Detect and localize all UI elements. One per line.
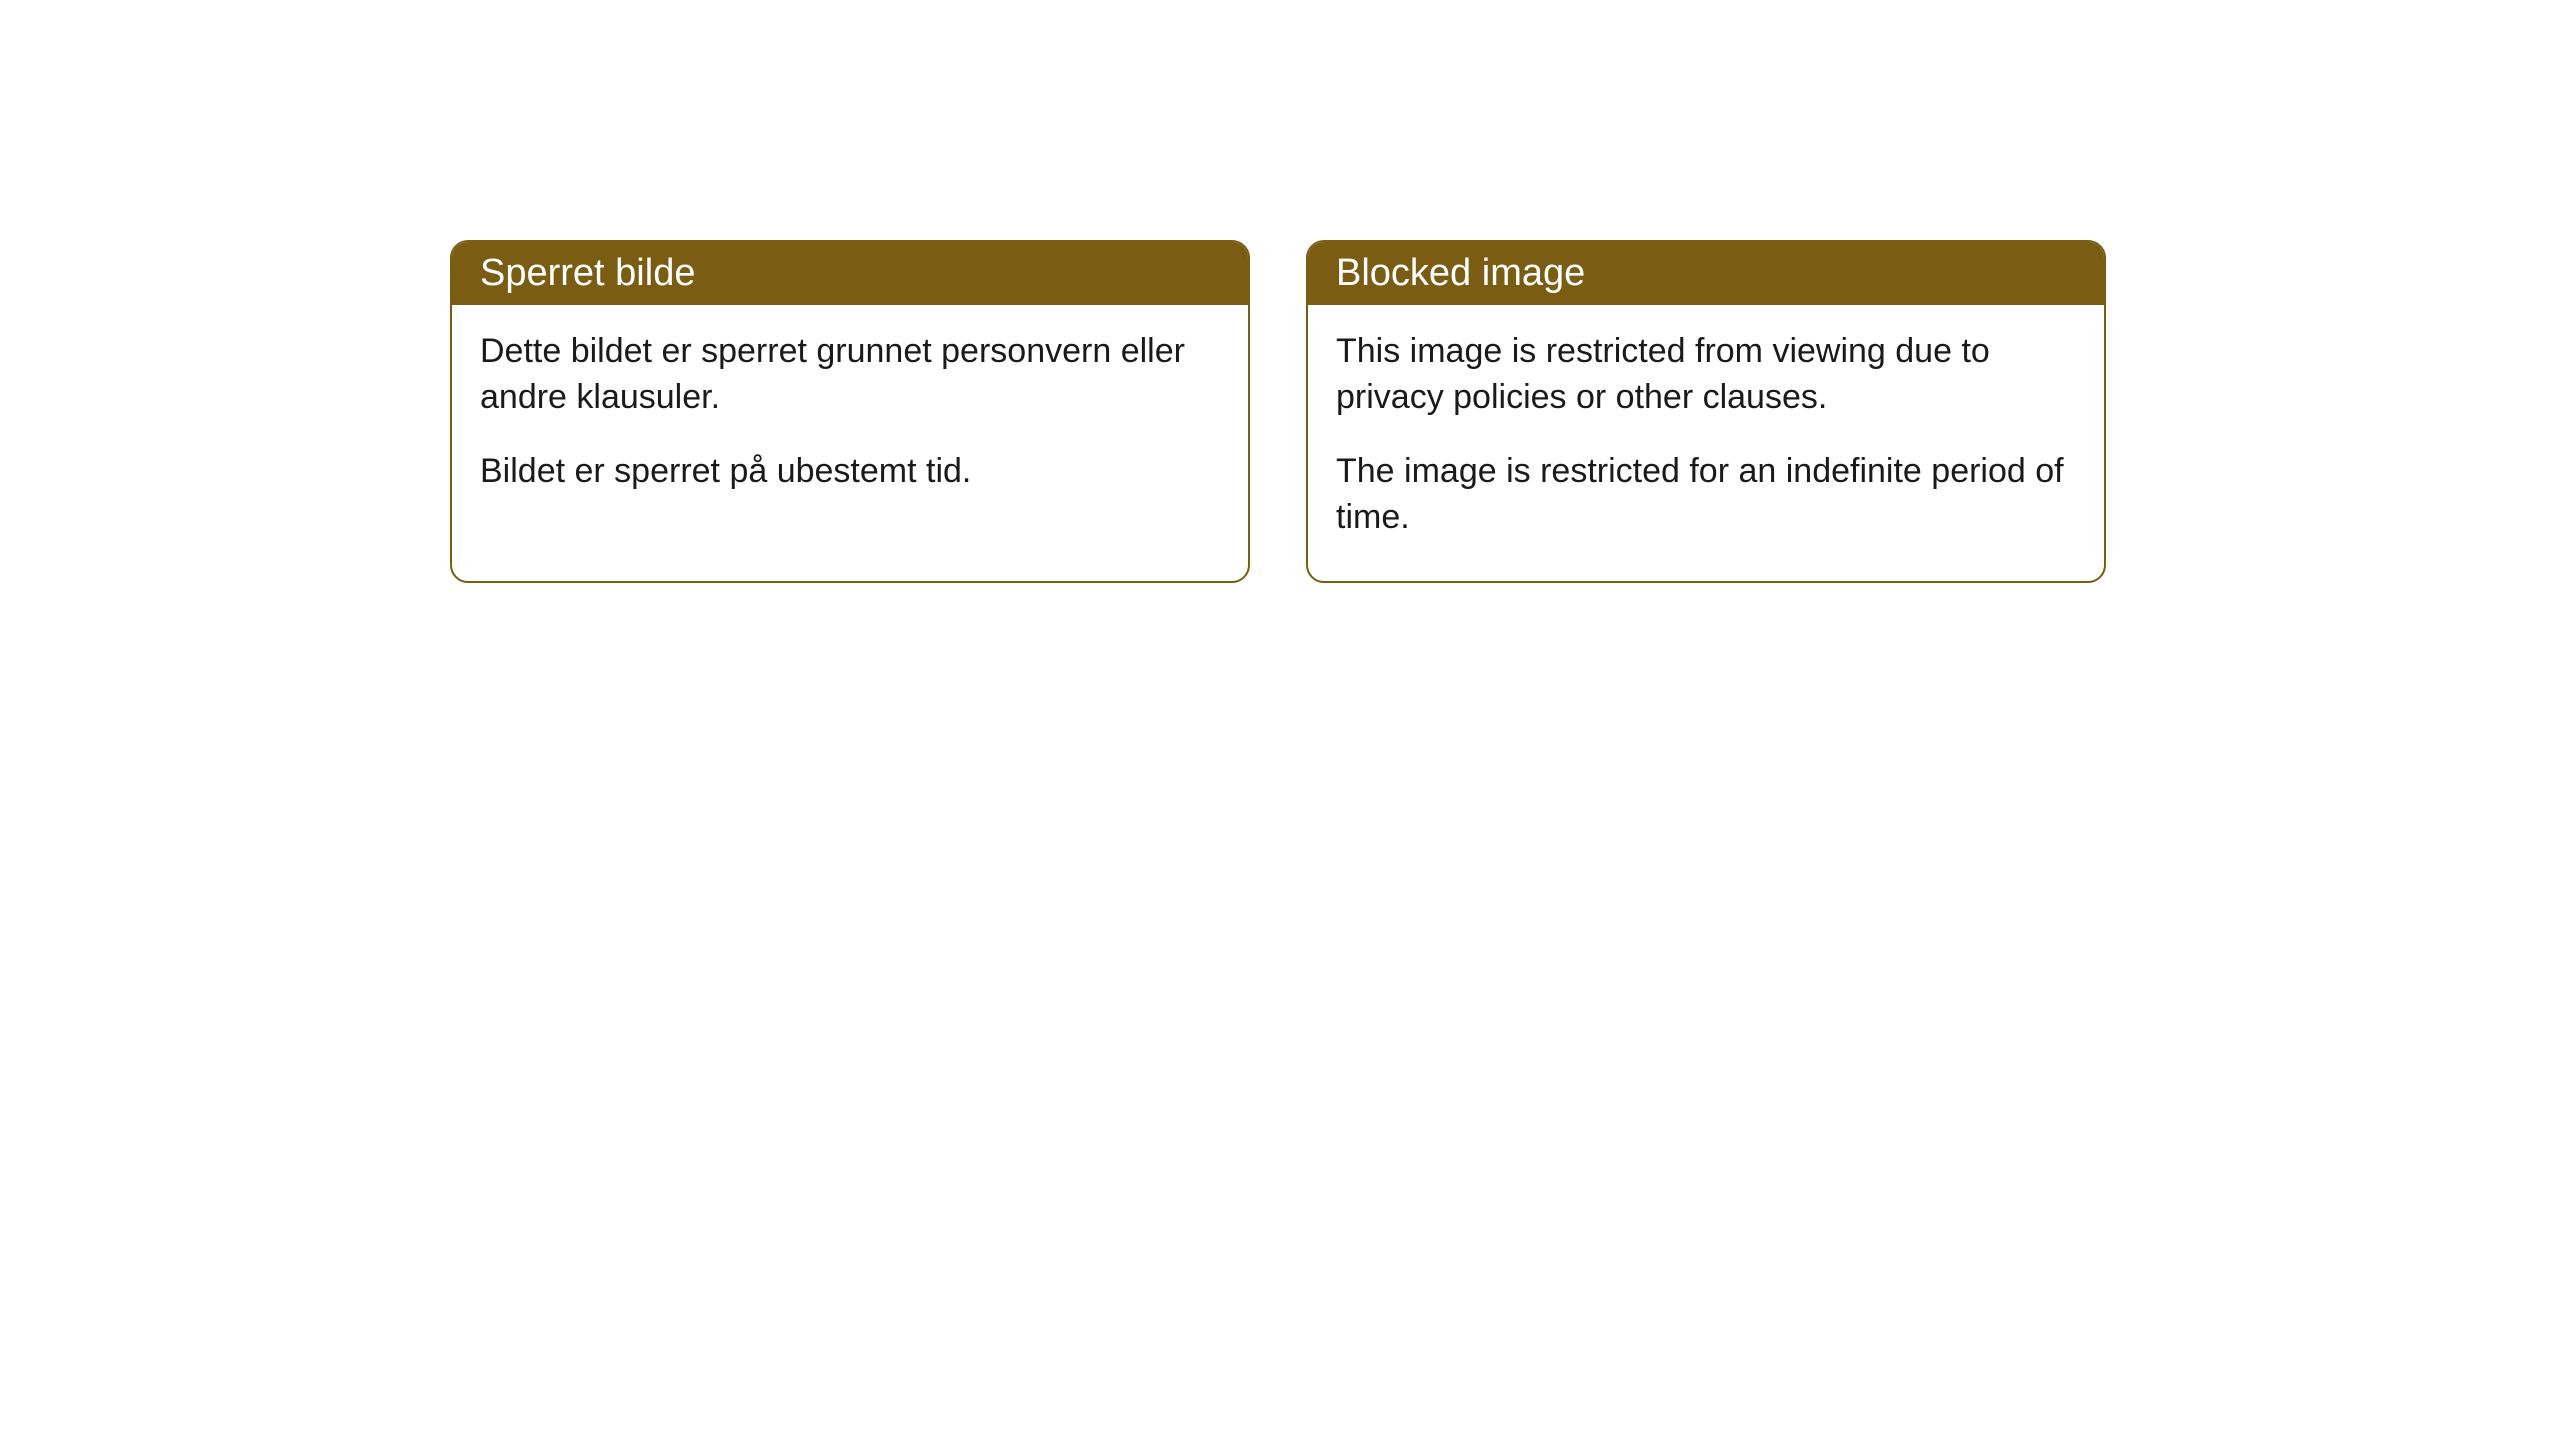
notice-body: Dette bildet er sperret grunnet personve… [452,305,1248,535]
notice-card-norwegian: Sperret bilde Dette bildet er sperret gr… [450,240,1250,583]
notice-paragraph-1: Dette bildet er sperret grunnet personve… [480,329,1220,421]
notice-paragraph-1: This image is restricted from viewing du… [1336,329,2076,421]
notice-card-english: Blocked image This image is restricted f… [1306,240,2106,583]
notice-header: Blocked image [1308,242,2104,305]
notice-header: Sperret bilde [452,242,1248,305]
notice-paragraph-2: The image is restricted for an indefinit… [1336,449,2076,541]
notice-body: This image is restricted from viewing du… [1308,305,2104,581]
notice-container: Sperret bilde Dette bildet er sperret gr… [0,0,2560,583]
notice-paragraph-2: Bildet er sperret på ubestemt tid. [480,449,1220,495]
